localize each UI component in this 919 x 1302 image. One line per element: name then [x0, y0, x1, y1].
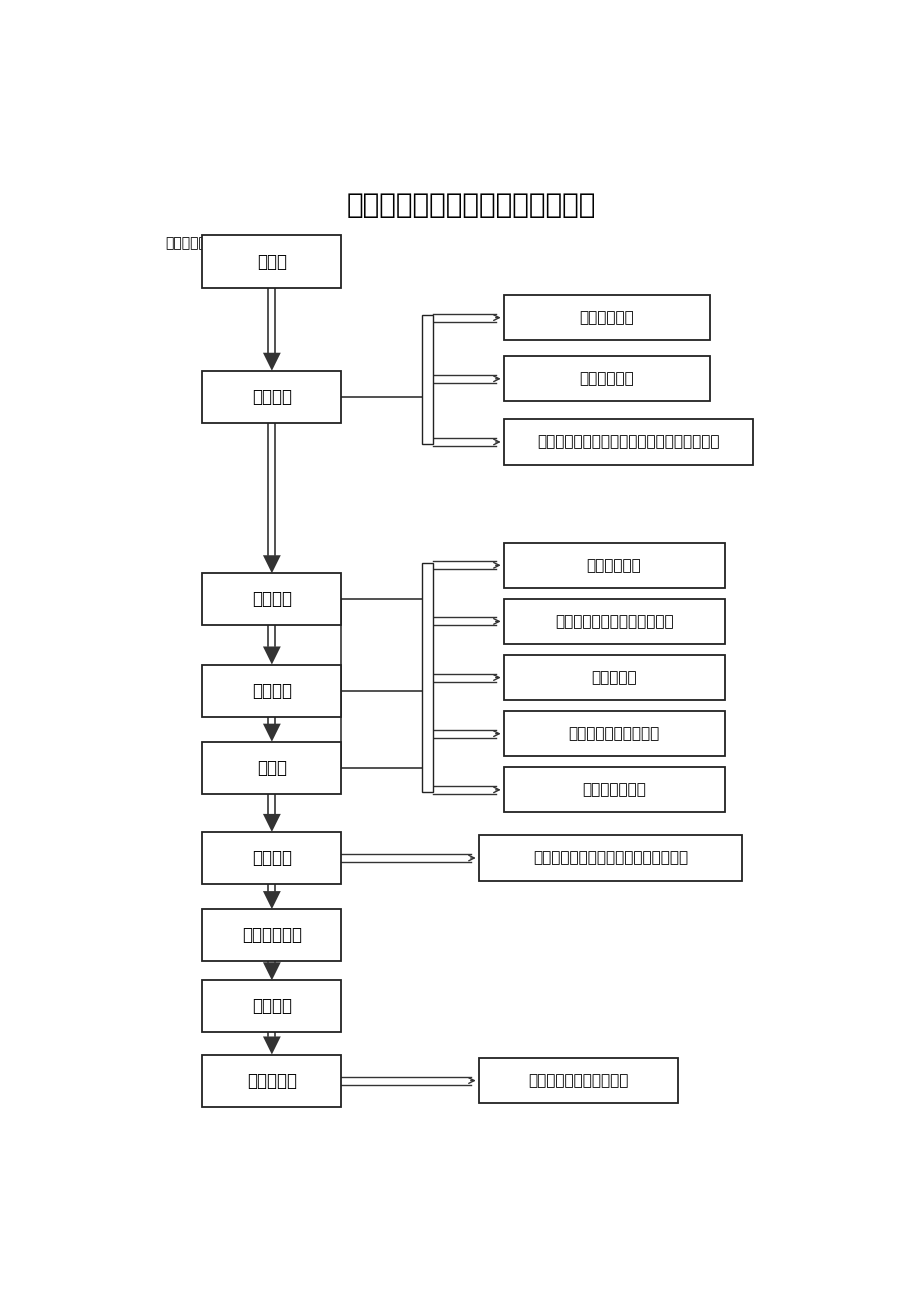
- Polygon shape: [263, 1036, 280, 1055]
- Bar: [202, 832, 341, 884]
- Text: 发动机钢印号: 发动机钢印号: [579, 310, 634, 326]
- Text: 查证检测: 查证检测: [252, 388, 291, 406]
- Polygon shape: [263, 814, 280, 832]
- Bar: [503, 711, 724, 756]
- Text: 买家支付定金: 买家支付定金: [242, 926, 301, 944]
- Text: 车辆等级证书: 车辆等级证书: [586, 557, 641, 573]
- Bar: [202, 980, 341, 1032]
- Bar: [503, 543, 724, 587]
- Text: 车架上钢印号: 车架上钢印号: [579, 371, 634, 387]
- Bar: [202, 573, 341, 625]
- Bar: [503, 419, 753, 465]
- Bar: [421, 562, 433, 793]
- Polygon shape: [263, 555, 280, 573]
- Text: 买家支付余额，交易完成: 买家支付余额，交易完成: [528, 1073, 628, 1088]
- Text: 办证审核: 办证审核: [252, 681, 291, 699]
- Text: 行驶证原件: 行驶证原件: [591, 671, 636, 685]
- Text: 车辆购置税（费）凭证: 车辆购置税（费）凭证: [568, 727, 659, 741]
- Bar: [202, 909, 341, 961]
- Text: 携带：身份证，车辆的行驶证和车辆登记证书: 携带：身份证，车辆的行驶证和车辆登记证书: [537, 435, 719, 449]
- Text: 二手车: 二手车: [256, 253, 287, 271]
- Bar: [202, 236, 341, 288]
- Text: 交　易: 交 易: [256, 759, 287, 777]
- Bar: [202, 664, 341, 716]
- Polygon shape: [263, 724, 280, 742]
- Bar: [503, 357, 709, 401]
- Bar: [202, 1055, 341, 1107]
- Polygon shape: [263, 962, 280, 980]
- Text: 二手车交易流程图及步骤详细介绍: 二手车交易流程图及步骤详细介绍: [346, 191, 596, 219]
- Text: 鉴定评估: 鉴定评估: [252, 590, 291, 608]
- Polygon shape: [263, 647, 280, 664]
- Bar: [202, 742, 341, 794]
- Text: 二手车交易流程图：: 二手车交易流程图：: [165, 237, 240, 250]
- Bar: [503, 655, 724, 700]
- Bar: [478, 836, 742, 880]
- Text: 根据评估价格，市场同类产品交易价格: 根据评估价格，市场同类产品交易价格: [532, 850, 687, 866]
- Bar: [478, 1059, 677, 1103]
- Text: 商定价格: 商定价格: [252, 849, 291, 867]
- Bar: [503, 599, 724, 644]
- Polygon shape: [263, 353, 280, 371]
- Text: 车主身份证或组织机构代码证: 车主身份证或组织机构代码证: [554, 615, 673, 629]
- Bar: [202, 371, 341, 423]
- Text: 签订合同: 签订合同: [252, 997, 291, 1016]
- Bar: [503, 296, 709, 340]
- Text: 废气排放检测证: 废气排放检测证: [582, 783, 645, 797]
- Bar: [421, 315, 433, 444]
- Text: 过户或转籍: 过户或转籍: [246, 1072, 297, 1090]
- Bar: [503, 767, 724, 812]
- Polygon shape: [263, 891, 280, 909]
